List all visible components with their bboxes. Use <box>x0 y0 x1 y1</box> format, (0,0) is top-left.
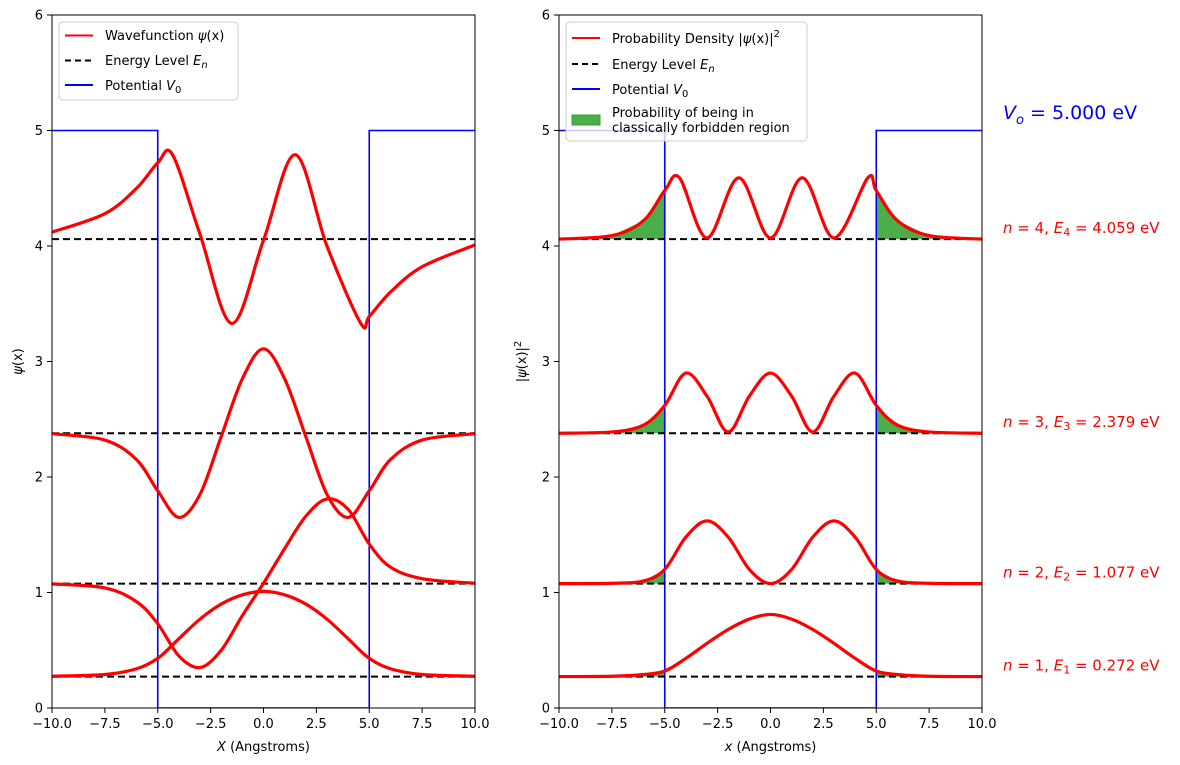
left-curve-n=4 <box>52 148 475 330</box>
right-x-tick-label: −10.0 <box>539 717 579 732</box>
left-y-tick-label: 3 <box>35 355 43 370</box>
left-legend-potential-label: Potential V0 <box>105 79 181 96</box>
right-forbidden-fill-n=4-left <box>559 190 665 240</box>
energy-annotation-n3: n = 3, E3 = 2.379 eV <box>1003 413 1160 433</box>
right-y-axis-label: |ψ(x)|2 <box>513 341 530 383</box>
left-y-tick-label: 2 <box>35 471 43 486</box>
right-legend: Probability Density |ψ(x)|2 Energy Level… <box>565 21 808 142</box>
right-x-tick-label: 2.5 <box>813 717 834 732</box>
right-legend-box <box>565 21 808 142</box>
right-legend-forbidden-swatch <box>571 114 601 126</box>
right-forbidden-fill-n=3-left <box>559 405 665 434</box>
left-axes-frame <box>51 14 476 709</box>
right-ticks: −10.0 −7.5 −5.0 −2.5 0.0 2.5 5.0 7.5 10.0 0 1 2 3 4 5 6 <box>539 9 996 733</box>
left-x-tick-label: −5.0 <box>142 717 174 732</box>
left-y-tick-label: 0 <box>35 702 43 717</box>
energy-annotation-n4: n = 4, E4 = 4.059 eV <box>1003 219 1160 239</box>
left-legend: Wavefunction ψ(x) Energy Level En Potent… <box>58 21 239 101</box>
energy-level-annotations: n = 4, E4 = 4.059 eV n = 3, E3 = 2.379 eV… <box>1003 219 1160 676</box>
right-x-tick-label: 10.0 <box>968 717 997 732</box>
right-x-tick-label: −2.5 <box>702 717 734 732</box>
left-y-tick-label: 1 <box>35 586 43 601</box>
right-forbidden-fill-n=3-right <box>876 405 982 434</box>
right-forbidden-fill-n=2-left <box>559 569 665 584</box>
right-legend-density-label: Probability Density |ψ(x)|2 <box>612 29 780 47</box>
right-legend-potential-label: Potential V0 <box>612 83 688 100</box>
right-potential-line <box>559 129 982 708</box>
left-x-tick-label: 7.5 <box>412 717 433 732</box>
left-legend-wave-label: Wavefunction ψ(x) <box>105 29 224 44</box>
energy-annotation-n1: n = 1, E1 = 0.272 eV <box>1003 657 1160 677</box>
left-potential-line <box>52 129 475 708</box>
wavefunction-panel: −10.0 −7.5 −5.0 −2.5 0.0 2.5 5.0 7.5 10.0 0 1 2 3 4 5 6… <box>11 9 489 756</box>
left-y-tick-label: 4 <box>35 240 43 255</box>
left-x-tick-label: −10.0 <box>32 717 72 732</box>
right-curve-n=2 <box>559 519 982 586</box>
left-x-tick-label: 5.0 <box>359 717 380 732</box>
right-legend-forbidden-label-2: classically forbidden region <box>612 121 790 136</box>
right-y-tick-label: 6 <box>542 9 550 24</box>
probability-panel: −10.0 −7.5 −5.0 −2.5 0.0 2.5 5.0 7.5 10.0 0 1 2 3 4 5 6… <box>513 9 996 756</box>
left-curve-n=2 <box>52 497 475 670</box>
left-y-axis-label: ψ(x) <box>11 348 26 374</box>
left-legend-energy-label: Energy Level En <box>105 54 208 71</box>
right-y-tick-label: 3 <box>542 355 550 370</box>
left-legend-box <box>58 21 239 101</box>
left-plot-area <box>52 129 475 708</box>
left-ticks: −10.0 −7.5 −5.0 −2.5 0.0 2.5 5.0 7.5 10.0 0 1 2 3 4 5 6 <box>32 9 489 733</box>
right-y-tick-label: 5 <box>542 124 550 139</box>
right-x-tick-label: 7.5 <box>919 717 940 732</box>
energy-annotation-n2: n = 2, E2 = 1.077 eV <box>1003 564 1160 584</box>
left-curve-n=1 <box>52 589 475 678</box>
right-y-tick-label: 1 <box>542 586 550 601</box>
right-x-tick-label: −7.5 <box>596 717 628 732</box>
potential-annotation: Vo = 5.000 eV <box>1003 102 1137 128</box>
right-forbidden-fill-n=4-right <box>876 190 982 240</box>
right-curve-n=3 <box>559 371 982 435</box>
right-legend-energy-label: Energy Level En <box>612 58 715 75</box>
right-x-tick-label: 0.0 <box>760 717 781 732</box>
right-plot-area <box>559 129 982 708</box>
left-y-tick-label: 5 <box>35 124 43 139</box>
right-forbidden-fill-n=2-right <box>876 569 982 584</box>
right-x-axis-label: x (Angstroms) <box>724 740 817 755</box>
right-y-tick-label: 0 <box>542 702 550 717</box>
left-x-tick-label: 10.0 <box>461 717 490 732</box>
left-x-axis-label: X (Angstroms) <box>216 740 310 755</box>
left-y-tick-label: 6 <box>35 9 43 24</box>
left-x-tick-label: −2.5 <box>195 717 227 732</box>
left-x-tick-label: 2.5 <box>306 717 327 732</box>
left-x-tick-label: −7.5 <box>89 717 121 732</box>
right-x-tick-label: −5.0 <box>649 717 681 732</box>
right-x-tick-label: 5.0 <box>866 717 887 732</box>
right-y-tick-label: 4 <box>542 240 550 255</box>
right-legend-forbidden-label-1: Probability of being in <box>612 106 754 121</box>
right-curve-n=4 <box>559 173 982 241</box>
left-x-tick-label: 0.0 <box>253 717 274 732</box>
left-curve-n=3 <box>52 347 475 520</box>
right-y-tick-label: 2 <box>542 471 550 486</box>
right-curve-n=1 <box>559 612 982 679</box>
